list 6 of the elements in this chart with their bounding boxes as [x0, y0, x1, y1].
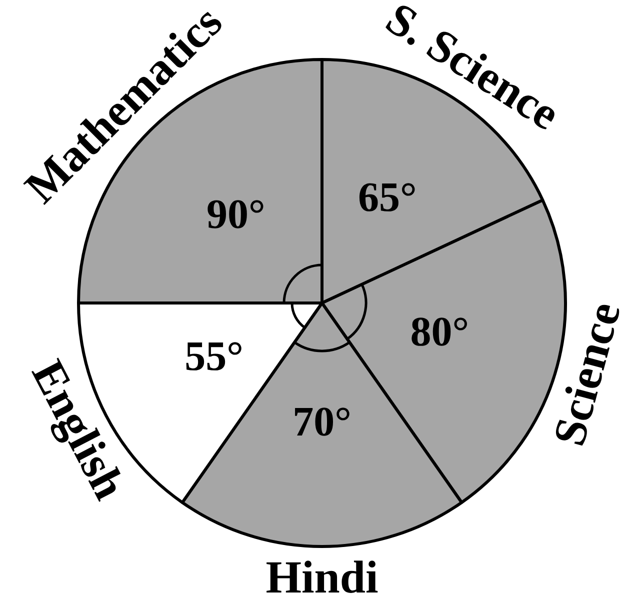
data-label: 70° — [292, 400, 352, 446]
data-label: 80° — [410, 309, 469, 356]
slice-label: Hindi — [266, 551, 378, 602]
data-label: 55° — [184, 334, 244, 380]
slice-label: Science — [543, 296, 630, 451]
data-label: 65° — [358, 175, 417, 222]
